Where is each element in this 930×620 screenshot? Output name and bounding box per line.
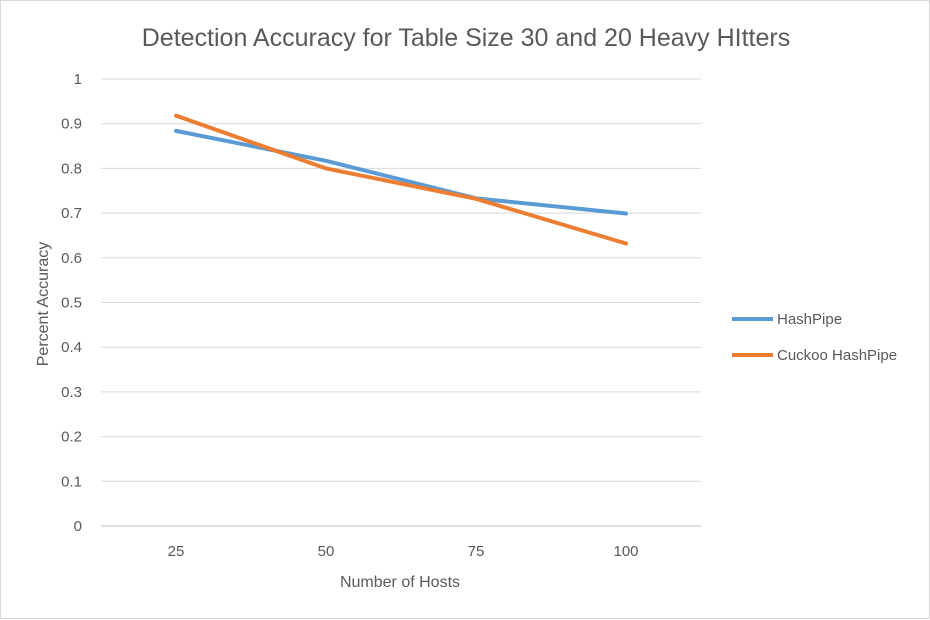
gridlines [101,78,701,527]
x-tick-label: 25 [168,543,185,560]
y-axis-ticks: 0 0.1 0.2 0.3 0.4 0.5 0.6 0.7 0.8 0.9 1 [61,71,82,535]
y-tick-label: 0.1 [61,473,82,490]
x-axis-label: Number of Hosts [340,574,460,591]
y-tick-label: 0.6 [61,250,82,267]
series-lines [174,113,628,246]
y-tick-label: 0.4 [61,339,82,356]
series-line-1 [174,128,628,216]
y-tick-label: 0 [74,518,82,535]
y-axis-label: Percent Accuracy [35,242,52,367]
x-tick-label: 75 [468,543,485,560]
x-tick-label: 100 [613,543,638,560]
series-line-2 [174,113,628,246]
legend-label: HashPipe [777,311,842,328]
x-tick-label: 50 [318,543,335,560]
y-tick-label: 0.5 [61,295,82,312]
x-axis-ticks: 25 50 75 100 [168,543,639,560]
legend: HashPipe Cuckoo HashPipe [732,311,897,364]
y-tick-label: 0.8 [61,160,82,177]
y-tick-label: 0.7 [61,205,82,222]
y-tick-label: 0.2 [61,429,82,446]
chart-title: Detection Accuracy for Table Size 30 and… [142,24,791,52]
y-tick-label: 0.3 [61,384,82,401]
legend-label: Cuckoo HashPipe [777,347,897,364]
y-tick-label: 0.9 [61,116,82,133]
y-tick-label: 1 [74,71,82,88]
